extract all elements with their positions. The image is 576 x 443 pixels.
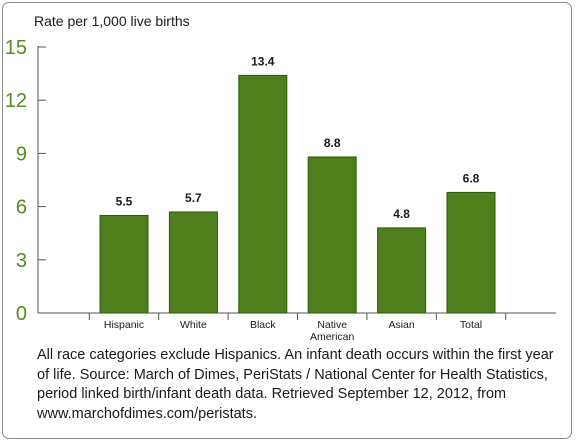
bar-value-label: 6.8	[463, 171, 480, 185]
bar	[446, 191, 496, 314]
bar	[377, 227, 427, 314]
y-axis: 0 3 6 9 12 15	[5, 37, 46, 325]
x-tick-label: Hispanic	[104, 319, 144, 331]
x-tick-label: Native	[317, 319, 347, 331]
y-tick-label: 0	[16, 303, 27, 325]
y-tick-label: 9	[16, 143, 27, 165]
bar-value-label: 8.8	[324, 136, 341, 150]
bar	[168, 211, 218, 314]
y-tick-label: 3	[16, 250, 27, 272]
bar-value-label: 13.4	[251, 54, 275, 68]
bar	[307, 156, 357, 314]
bar	[238, 74, 288, 314]
source-caption: All race categories exclude Hispanics. A…	[37, 347, 554, 422]
y-tick-label: 6	[16, 197, 27, 219]
bar-value-label: 4.8	[393, 207, 410, 221]
bar-value-label: 5.5	[116, 194, 133, 208]
x-tick-label: Asian	[388, 319, 414, 331]
y-axis-label: Rate per 1,000 live births	[34, 13, 190, 29]
bar-value-label: 5.7	[185, 191, 202, 205]
y-tick-label: 15	[5, 37, 27, 59]
bars: 5.5 5.7 13.4 8.8 4.8 6.8	[99, 54, 496, 314]
bar	[99, 214, 149, 314]
x-tick-label: Black	[250, 319, 276, 331]
y-tick-label: 12	[5, 90, 27, 112]
x-tick-label: Total	[460, 319, 482, 331]
x-tick-label: White	[180, 319, 207, 331]
x-tick-label: American	[310, 331, 355, 343]
